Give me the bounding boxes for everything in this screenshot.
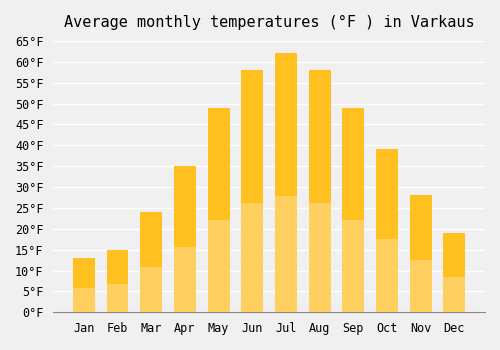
Bar [275,54,297,312]
Bar [444,276,466,312]
Bar [73,288,94,312]
Bar [106,250,128,312]
Bar [410,195,432,312]
Bar [342,220,364,312]
Bar [376,149,398,312]
Bar [140,267,162,312]
Bar [106,284,128,312]
Bar [140,212,162,312]
Bar [308,70,330,312]
Bar [275,196,297,312]
Bar [208,220,230,312]
Bar [242,203,263,312]
Bar [410,260,432,312]
Bar [308,203,330,312]
Title: Average monthly temperatures (°F ) in Varkaus: Average monthly temperatures (°F ) in Va… [64,15,474,30]
Bar [242,70,263,312]
Bar [342,108,364,312]
Bar [444,233,466,312]
Bar [174,166,196,312]
Bar [208,108,230,312]
Bar [73,258,94,312]
Bar [174,246,196,312]
Bar [376,239,398,312]
